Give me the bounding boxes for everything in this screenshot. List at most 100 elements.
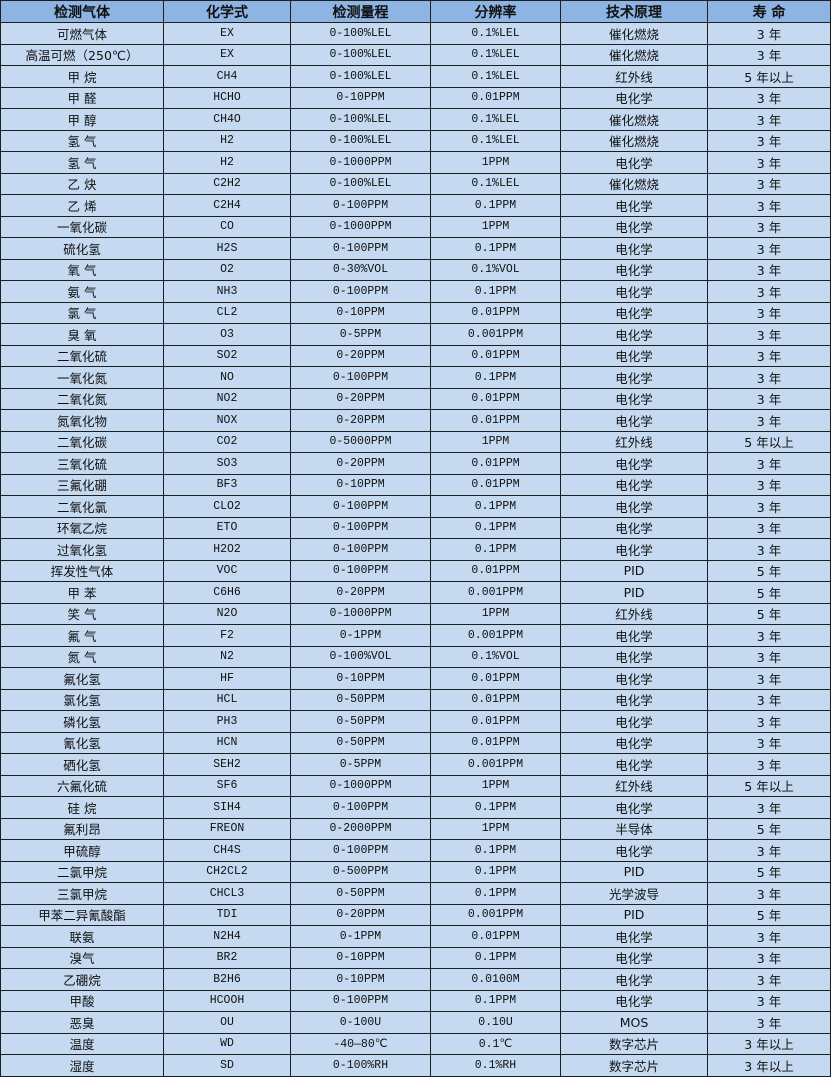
table-row: 硅 烷 SIH4 0-100PPM 0.1PPM 电化学 3 年 xyxy=(0,796,831,819)
cell-gas: 甲 醇 xyxy=(0,108,164,131)
cell-lifespan: 3 年 xyxy=(707,43,831,66)
cell-resolution: 1PPM xyxy=(430,215,561,238)
cell-formula: OU xyxy=(163,1011,291,1034)
cell-formula: EX xyxy=(163,22,291,45)
cell-principle: 红外线 xyxy=(560,774,708,797)
cell-lifespan: 5 年以上 xyxy=(707,65,831,88)
cell-formula: EX xyxy=(163,43,291,66)
cell-gas: 臭 氧 xyxy=(0,323,164,346)
cell-lifespan: 3 年 xyxy=(707,129,831,152)
cell-resolution: 0.1℃ xyxy=(430,1032,561,1055)
cell-gas: 三氟化硼 xyxy=(0,473,164,496)
cell-formula: SO3 xyxy=(163,452,291,475)
cell-range: 0-10PPM xyxy=(290,473,431,496)
cell-principle: PID xyxy=(560,903,708,926)
cell-range: 0-100PPM xyxy=(290,989,431,1012)
cell-formula: N2O xyxy=(163,602,291,625)
cell-range: 0-10PPM xyxy=(290,667,431,690)
header-formula: 化学式 xyxy=(163,0,291,23)
cell-gas: 联氨 xyxy=(0,925,164,948)
cell-formula: PH3 xyxy=(163,710,291,733)
cell-gas: 甲 烷 xyxy=(0,65,164,88)
table-row: 氟 气 F2 0-1PPM 0.001PPM 电化学 3 年 xyxy=(0,624,831,647)
cell-principle: 电化学 xyxy=(560,323,708,346)
cell-gas: 氨 气 xyxy=(0,280,164,303)
table-row: 氢 气 H2 0-1000PPM 1PPM 电化学 3 年 xyxy=(0,151,831,174)
cell-gas: 氯化氢 xyxy=(0,688,164,711)
table-row: 臭 氧 O3 0-5PPM 0.001PPM 电化学 3 年 xyxy=(0,323,831,346)
cell-gas: 氟 气 xyxy=(0,624,164,647)
cell-formula: SEH2 xyxy=(163,753,291,776)
cell-resolution: 0.1PPM xyxy=(430,796,561,819)
cell-gas: 甲硫醇 xyxy=(0,839,164,862)
cell-range: 0-10PPM xyxy=(290,946,431,969)
cell-principle: 电化学 xyxy=(560,645,708,668)
table-row: 甲苯二异氰酸酯 TDI 0-20PPM 0.001PPM PID 5 年 xyxy=(0,903,831,926)
cell-resolution: 0.1PPM xyxy=(430,989,561,1012)
cell-lifespan: 3 年 xyxy=(707,108,831,131)
cell-principle: 电化学 xyxy=(560,409,708,432)
cell-resolution: 0.1PPM xyxy=(430,860,561,883)
header-range: 检测量程 xyxy=(290,0,431,23)
cell-formula: H2 xyxy=(163,129,291,152)
cell-principle: 电化学 xyxy=(560,925,708,948)
table-row: 温度 WD -40—80℃ 0.1℃ 数字芯片 3 年以上 xyxy=(0,1032,831,1055)
cell-lifespan: 5 年 xyxy=(707,860,831,883)
cell-resolution: 0.1PPM xyxy=(430,366,561,389)
cell-resolution: 0.01PPM xyxy=(430,667,561,690)
cell-lifespan: 3 年 xyxy=(707,323,831,346)
table-row: 可燃气体 EX 0-100%LEL 0.1%LEL 催化燃烧 3 年 xyxy=(0,22,831,45)
cell-principle: 电化学 xyxy=(560,215,708,238)
table-row: 甲 醇 CH4O 0-100%LEL 0.1%LEL 催化燃烧 3 年 xyxy=(0,108,831,131)
table-row: 硫化氢 H2S 0-100PPM 0.1PPM 电化学 3 年 xyxy=(0,237,831,260)
cell-principle: PID xyxy=(560,581,708,604)
cell-formula: CH4O xyxy=(163,108,291,131)
cell-lifespan: 3 年 xyxy=(707,495,831,518)
table-row: 二氧化氯 CLO2 0-100PPM 0.1PPM 电化学 3 年 xyxy=(0,495,831,518)
cell-gas: 高温可燃（250℃） xyxy=(0,43,164,66)
cell-principle: 电化学 xyxy=(560,946,708,969)
cell-principle: 电化学 xyxy=(560,301,708,324)
cell-gas: 氢 气 xyxy=(0,129,164,152)
cell-principle: 催化燃烧 xyxy=(560,43,708,66)
cell-range: 0-50PPM xyxy=(290,731,431,754)
cell-gas: 环氧乙烷 xyxy=(0,516,164,539)
cell-formula: CH2CL2 xyxy=(163,860,291,883)
cell-range: 0-100PPM xyxy=(290,366,431,389)
cell-formula: C6H6 xyxy=(163,581,291,604)
cell-principle: 电化学 xyxy=(560,258,708,281)
cell-lifespan: 5 年 xyxy=(707,903,831,926)
cell-principle: 电化学 xyxy=(560,452,708,475)
cell-resolution: 1PPM xyxy=(430,817,561,840)
cell-principle: 红外线 xyxy=(560,65,708,88)
table-row: 氮 气 N2 0-100%VOL 0.1%VOL 电化学 3 年 xyxy=(0,645,831,668)
cell-lifespan: 3 年 xyxy=(707,731,831,754)
cell-lifespan: 5 年 xyxy=(707,581,831,604)
cell-lifespan: 3 年以上 xyxy=(707,1032,831,1055)
cell-gas: 氢 气 xyxy=(0,151,164,174)
cell-lifespan: 3 年 xyxy=(707,925,831,948)
cell-resolution: 0.001PPM xyxy=(430,323,561,346)
table-row: 氧 气 O2 0-30%VOL 0.1%VOL 电化学 3 年 xyxy=(0,258,831,281)
cell-lifespan: 3 年 xyxy=(707,968,831,991)
cell-formula: C2H4 xyxy=(163,194,291,217)
cell-range: 0-100PPM xyxy=(290,559,431,582)
cell-resolution: 1PPM xyxy=(430,151,561,174)
cell-principle: 催化燃烧 xyxy=(560,129,708,152)
cell-range: 0-100%LEL xyxy=(290,129,431,152)
cell-principle: 电化学 xyxy=(560,624,708,647)
table-row: 氯 气 CL2 0-10PPM 0.01PPM 电化学 3 年 xyxy=(0,301,831,324)
table-row: 一氧化氮 NO 0-100PPM 0.1PPM 电化学 3 年 xyxy=(0,366,831,389)
cell-formula: WD xyxy=(163,1032,291,1055)
cell-principle: 数字芯片 xyxy=(560,1032,708,1055)
cell-resolution: 0.1%LEL xyxy=(430,129,561,152)
table-row: 乙硼烷 B2H6 0-10PPM 0.0100M 电化学 3 年 xyxy=(0,968,831,991)
cell-gas: 甲酸 xyxy=(0,989,164,1012)
cell-range: 0-20PPM xyxy=(290,903,431,926)
cell-lifespan: 3 年 xyxy=(707,473,831,496)
cell-principle: 催化燃烧 xyxy=(560,172,708,195)
cell-principle: 电化学 xyxy=(560,538,708,561)
cell-range: -40—80℃ xyxy=(290,1032,431,1055)
table-row: 联氨 N2H4 0-1PPM 0.01PPM 电化学 3 年 xyxy=(0,925,831,948)
cell-principle: 电化学 xyxy=(560,989,708,1012)
